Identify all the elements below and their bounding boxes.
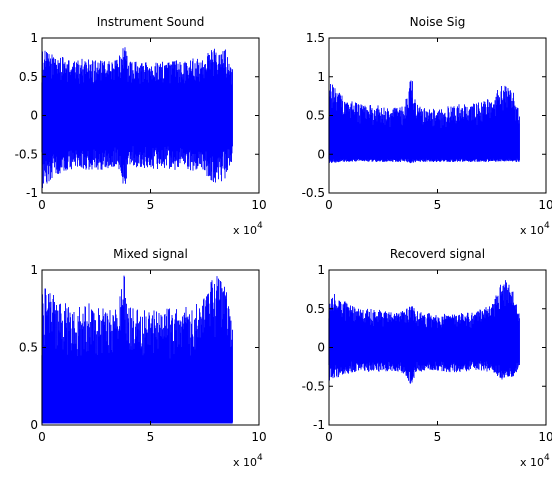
- signal-trace: [328, 80, 520, 164]
- x-multiplier: x 104: [233, 221, 263, 237]
- x-multiplier-base: x 10: [233, 224, 257, 237]
- y-tick-label: 0.5: [19, 341, 38, 355]
- x-tick-label: 5: [434, 430, 442, 444]
- y-tick-label: -1: [26, 186, 38, 200]
- y-tick-label: 0.5: [306, 109, 325, 123]
- x-multiplier-exponent: 4: [544, 221, 550, 231]
- x-multiplier-exponent: 4: [257, 221, 263, 231]
- x-tick-label: 0: [325, 198, 333, 212]
- x-multiplier: x 104: [520, 221, 550, 237]
- x-multiplier: x 104: [233, 453, 263, 469]
- y-tick-label: 1: [30, 31, 38, 45]
- y-tick-label: -1: [313, 418, 325, 432]
- y-tick-label: 0: [30, 418, 38, 432]
- x-multiplier: x 104: [520, 453, 550, 469]
- panel-title: Noise Sig: [410, 15, 466, 29]
- x-multiplier-base: x 10: [520, 224, 544, 237]
- x-multiplier-exponent: 4: [544, 453, 550, 463]
- signal-core: [41, 79, 233, 153]
- x-tick-label: 10: [251, 198, 266, 212]
- panel-title: Instrument Sound: [97, 15, 205, 29]
- subplot-4: Recoverd signal-1-0.500.510 5 10x 104: [302, 247, 552, 469]
- x-tick-label: 10: [538, 198, 552, 212]
- signal-trace: [41, 47, 233, 188]
- y-tick-label: 1: [317, 263, 325, 277]
- x-tick-label: 10: [251, 430, 266, 444]
- signal-trace: [328, 280, 520, 384]
- x-multiplier-exponent: 4: [257, 453, 263, 463]
- y-tick-label: 1: [317, 70, 325, 84]
- panel-title: Recoverd signal: [390, 247, 485, 261]
- x-tick-label: 5: [147, 198, 155, 212]
- x-tick-label: 10: [538, 430, 552, 444]
- y-tick-label: 0: [317, 147, 325, 161]
- y-tick-label: 0.5: [306, 302, 325, 316]
- x-multiplier-base: x 10: [233, 456, 257, 469]
- x-tick-label: 0: [325, 430, 333, 444]
- signal-trace: [41, 275, 233, 424]
- subplot-1: Instrument Sound-1-0.500.510 5 10x 104: [15, 15, 267, 237]
- panel-title: Mixed signal: [113, 247, 188, 261]
- y-tick-label: -0.5: [15, 147, 38, 161]
- y-tick-label: 0: [317, 341, 325, 355]
- x-tick-label: 0: [38, 198, 46, 212]
- x-tick-label: 5: [434, 198, 442, 212]
- y-tick-label: 1.5: [306, 31, 325, 45]
- x-multiplier-base: x 10: [520, 456, 544, 469]
- x-tick-label: 5: [147, 430, 155, 444]
- y-tick-label: 0: [30, 109, 38, 123]
- y-tick-label: 0.5: [19, 70, 38, 84]
- x-tick-label: 0: [38, 430, 46, 444]
- y-tick-label: 1: [30, 263, 38, 277]
- y-tick-label: -0.5: [302, 186, 325, 200]
- y-tick-label: -0.5: [302, 379, 325, 393]
- subplot-2: Noise Sig-0.500.511.50 5 10x 104: [302, 15, 552, 237]
